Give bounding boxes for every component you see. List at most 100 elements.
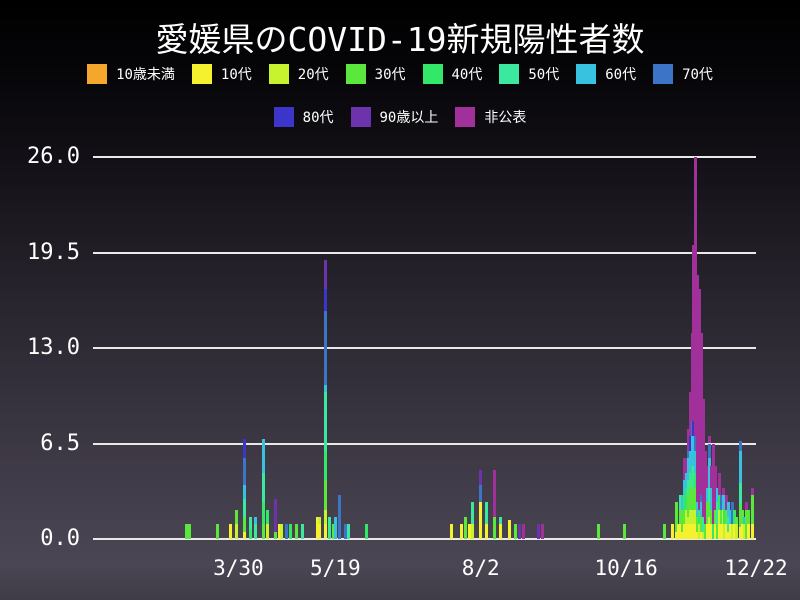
bar-segment-3-29-a20 <box>234 524 238 539</box>
bar-segment-11-19-nd <box>690 333 694 422</box>
bar-segment-11-14-a10 <box>680 531 684 539</box>
x-tick-label-10-16: 10/16 <box>594 556 658 580</box>
bar-segment-8-2-a10 <box>479 502 483 539</box>
bar-segment-8-9-nd <box>492 469 496 517</box>
bar-segment-11-22-a30 <box>696 516 700 532</box>
bar-segment-4-14-a40 <box>265 509 269 525</box>
bar-segment-5-14-a90 <box>324 259 328 290</box>
legend-swatch-a80 <box>273 107 294 127</box>
bar-segment-11-18-a50 <box>688 472 692 488</box>
bar-segment-12-6-a20 <box>723 524 727 539</box>
bar-segment-12-3-a40 <box>717 494 721 510</box>
bar-segment-11-17-nd <box>686 428 690 451</box>
bar-segment-11-19-a20 <box>690 509 694 525</box>
bar-segment-5-2-a50 <box>300 524 304 539</box>
bar-segment-11-20-a20 <box>692 509 696 525</box>
bar-segment-11-15-nd <box>682 458 686 481</box>
bar-segment-11-24-a60 <box>700 502 704 517</box>
bar-segment-4-2-a30 <box>242 516 246 532</box>
legend-item-a90: 90歳以上 <box>350 107 438 127</box>
bar-segment-11-17-a20 <box>686 516 690 525</box>
bar-segment-12-18-a30 <box>746 509 750 525</box>
bar-segment-7-29-a20 <box>471 524 475 539</box>
legend-item-a30: 30代 <box>345 64 406 84</box>
bar-segment-5-10-a10 <box>316 516 320 539</box>
bar-segment-11-24-a70 <box>700 494 704 503</box>
bar-segment-5-11-a20 <box>318 516 322 525</box>
legend-item-a80: 80代 <box>273 107 334 127</box>
bar-segment-11-23-a40 <box>698 509 702 525</box>
bar-segment-11-28-a50 <box>707 487 711 503</box>
bar-segment-10-15-a30 <box>622 524 626 539</box>
bar-segment-11-30-nd <box>711 443 715 525</box>
bar-segment-11-22-a10 <box>696 531 700 539</box>
bar-segment-11-25-nd <box>702 399 706 517</box>
bar-segment-11-17-a50 <box>686 480 690 495</box>
bar-segment-7-25-a30 <box>463 516 467 539</box>
bar-segment-12-3-a10 <box>717 524 721 539</box>
bar-segment-11-21-a70 <box>694 436 698 451</box>
bar-segment-12-10-a70 <box>731 502 735 525</box>
y-tick-label-19.5: 19.5 <box>27 239 80 265</box>
legend-label-nd: 非公表 <box>484 110 527 126</box>
bar-segment-12-15-a10 <box>740 524 744 539</box>
bar-segment-12-7-a10 <box>725 524 729 539</box>
bar-segment-12-1-a30 <box>713 509 717 525</box>
bar-segment-5-14-a60 <box>324 384 328 393</box>
bar-segment-11-19-a70 <box>690 421 694 437</box>
bar-segment-8-17-a10 <box>508 519 512 539</box>
bar-segment-11-28-a10 <box>707 524 711 539</box>
legend-swatch-a30 <box>345 64 366 84</box>
bar-segment-11-25-a50 <box>702 516 706 532</box>
bar-segment-12-14-a60 <box>738 450 742 484</box>
bar-segment-5-24-a70 <box>343 524 347 539</box>
bar-segment-9-1-a90 <box>537 524 541 539</box>
bar-segment-5-21-a70 <box>337 494 341 539</box>
bar-segment-4-18-a90 <box>273 499 277 532</box>
bar-segment-8-12-a50 <box>498 516 502 525</box>
bar-segment-12-3-a20 <box>717 509 721 525</box>
bar-segment-12-7-nd <box>725 494 729 510</box>
bar-segment-12-14-a50 <box>738 483 742 506</box>
legend-label-a60: 60代 <box>605 67 637 83</box>
bar-segment-4-2-a60 <box>242 484 246 500</box>
bar-segment-12-8-a60 <box>727 502 731 517</box>
bar-segment-4-29-a30 <box>295 524 299 539</box>
bar-segment-12-11-a10 <box>733 524 737 539</box>
bar-segment-5-14-a80 <box>324 289 328 312</box>
bar-segment-4-14-a20 <box>265 524 269 539</box>
bar-segment-11-12-a10 <box>676 524 680 539</box>
bar-segment-12-14-a10 <box>738 527 742 539</box>
bar-segment-12-20-a10 <box>750 524 754 539</box>
bar-segment-4-21-a20 <box>279 524 283 539</box>
bar-segment-11-19-a10 <box>690 524 694 539</box>
bar-segment-11-21-a10 <box>694 524 698 539</box>
bar-segment-11-20-a80 <box>692 421 696 437</box>
legend-label-u10: 10歳未満 <box>116 67 175 83</box>
legend-row-1: 10歳未満 10代 20代 30代 40代 50代 60代 70代 <box>0 64 800 84</box>
bar-segment-4-12-a60 <box>262 439 266 473</box>
bar-segment-11-27-a60 <box>706 487 710 503</box>
bar-segment-8-24-nd <box>521 524 525 539</box>
bar-segment-11-11-a10 <box>675 531 679 539</box>
bar-segment-12-4-a70 <box>719 494 723 510</box>
bar-segment-11-16-a60 <box>684 472 688 488</box>
bar-segment-11-15-a10 <box>682 524 686 539</box>
bar-segment-4-2-a10 <box>242 531 246 539</box>
x-tick-label-3-30: 3/30 <box>213 556 264 580</box>
bar-segment-11-20-nd <box>692 245 696 422</box>
legend-swatch-a90 <box>350 107 371 127</box>
bar-segment-10-2-a30 <box>597 524 601 539</box>
bar-segment-5-11-a10 <box>318 524 322 539</box>
bar-segment-11-21-a60 <box>694 450 698 473</box>
bar-segment-7-18-a10 <box>450 524 454 539</box>
bar-segment-11-19-a40 <box>690 465 694 481</box>
bar-segment-5-14-a20 <box>324 509 328 525</box>
bar-segment-12-5-a10 <box>721 524 725 539</box>
x-tick-label-5-19: 5/19 <box>310 556 361 580</box>
bar-segment-11-17-a60 <box>686 458 690 481</box>
bar-segment-12-16-a60 <box>742 516 746 525</box>
gridline-19.5 <box>93 251 756 254</box>
bar-segment-11-16-nd <box>684 458 688 473</box>
bar-segment-11-13-a10 <box>678 524 682 539</box>
